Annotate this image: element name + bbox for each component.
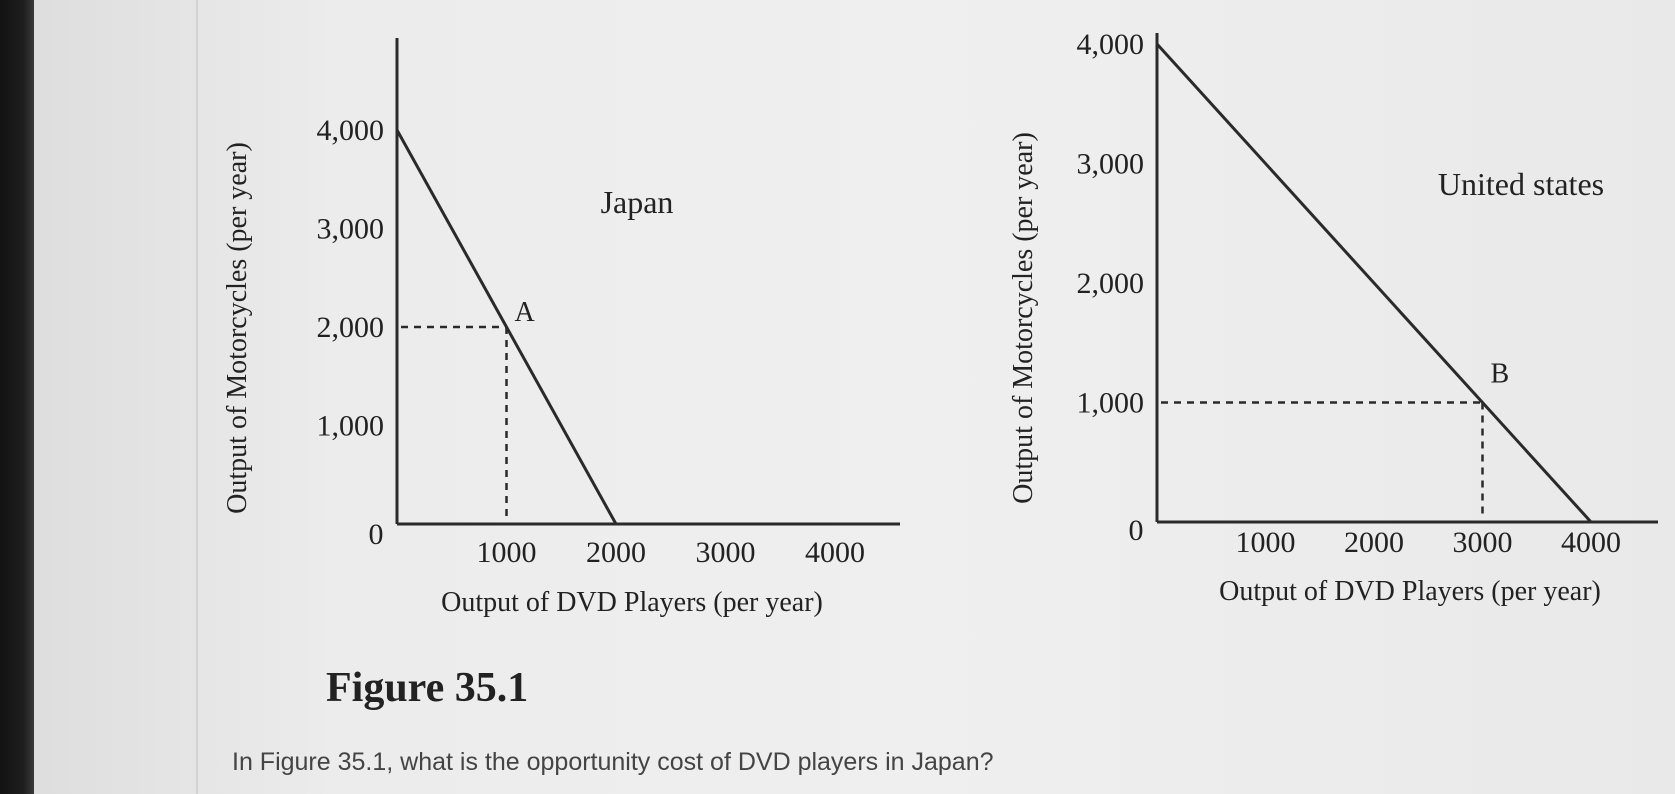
japan-y-tick-label: 4,000 [317,114,385,147]
japan-y-tick-label: 3,000 [317,213,385,246]
us-x-tick-label: 2000 [1344,526,1404,559]
japan-x-tick-label: 3000 [696,536,756,569]
japan-origin-label: 0 [369,518,384,551]
us-chart-title: United states [1438,166,1604,202]
japan-x-tick-label: 4000 [805,536,865,569]
screen-bezel [0,0,34,794]
us-x-tick-label: 1000 [1236,526,1296,559]
japan-y-tick-label: 1,000 [317,410,385,443]
japan-y-axis-title: Output of Motorcycles (per year) [222,142,253,514]
us-x-tick-label: 3000 [1453,526,1513,559]
japan-x-tick-label: 1000 [477,536,537,569]
japan-point-a-label: A [515,297,536,328]
japan-chart-title: Japan [601,184,674,220]
us-point-b-label: B [1491,359,1510,390]
us-x-tick-label: 4000 [1561,526,1621,559]
us-ppf-line [1155,42,1593,524]
figure-caption: Figure 35.1 [326,665,529,711]
page-edge [196,0,198,794]
japan-y-tick-label: 2,000 [317,311,385,344]
us-y-tick-label: 2,000 [1077,267,1145,300]
us-y-tick-label: 1,000 [1077,387,1145,420]
us-origin-label: 0 [1129,514,1144,547]
japan-x-tick-label: 2000 [586,536,646,569]
us-y-tick-label: 4,000 [1077,28,1145,61]
japan-x-axis-title: Output of DVD Players (per year) [441,587,823,618]
question-text: In Figure 35.1, what is the opportunity … [232,748,994,776]
us-y-tick-label: 3,000 [1077,148,1145,181]
us-y-axis-title: Output of Motorcycles (per year) [1008,132,1039,504]
us-x-axis-title: Output of DVD Players (per year) [1219,576,1601,607]
